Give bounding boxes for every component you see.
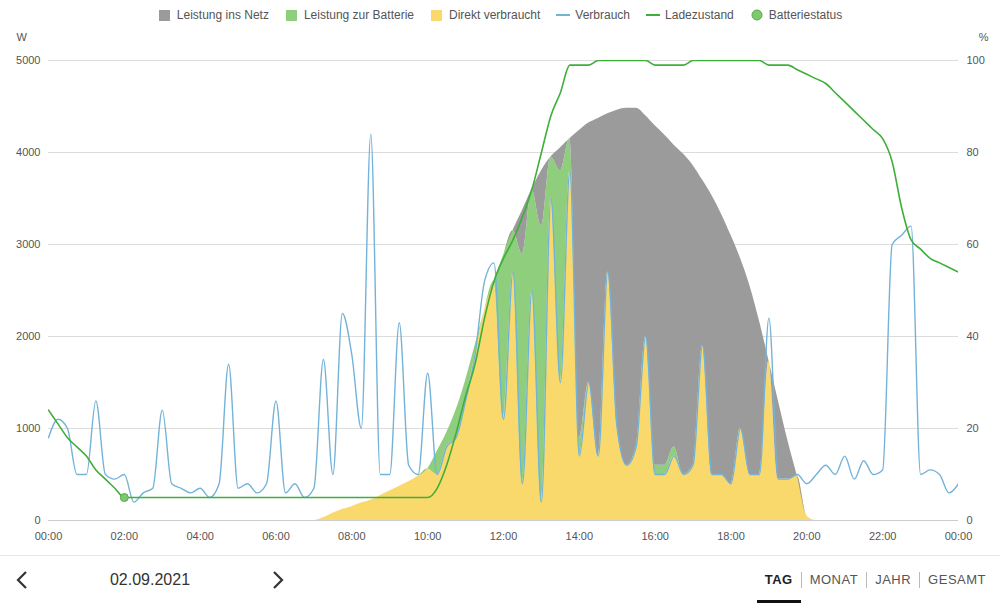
svg-text:00:00: 00:00 <box>945 530 973 542</box>
svg-text:80: 80 <box>967 146 979 158</box>
html-text:TAG: TAG <box>764 572 793 587</box>
html-text:Leistung ins Netz: Leistung ins Netz <box>176 8 269 22</box>
svg-text:06:00: 06:00 <box>262 530 290 542</box>
svg-text:100: 100 <box>967 54 985 66</box>
svg-text:08:00: 08:00 <box>338 530 366 542</box>
html-text:GESAMT: GESAMT <box>928 572 986 587</box>
svg-text:1000: 1000 <box>16 422 40 434</box>
svg-text:20: 20 <box>967 422 979 434</box>
svg-text:10:00: 10:00 <box>414 530 442 542</box>
svg-text:18:00: 18:00 <box>717 530 745 542</box>
svg-text:2000: 2000 <box>16 330 40 342</box>
svg-text:W: W <box>17 31 28 43</box>
svg-text:60: 60 <box>967 238 979 250</box>
html-text:Verbrauch: Verbrauch <box>575 8 630 22</box>
svg-text:22:00: 22:00 <box>869 530 897 542</box>
svg-text:0: 0 <box>967 514 973 526</box>
svg-text:12:00: 12:00 <box>490 530 518 542</box>
svg-text:02:00: 02:00 <box>111 530 139 542</box>
svg-text:4000: 4000 <box>16 146 40 158</box>
html-text:Leistung zur Batterie: Leistung zur Batterie <box>303 8 414 22</box>
svg-text:16:00: 16:00 <box>641 530 669 542</box>
html-text:02.09.2021: 02.09.2021 <box>110 570 190 588</box>
html-text:Ladezustand: Ladezustand <box>665 8 734 22</box>
svg-text:%: % <box>979 31 989 43</box>
svg-text:0: 0 <box>34 514 40 526</box>
svg-text:5000: 5000 <box>16 54 40 66</box>
svg-text:04:00: 04:00 <box>186 530 214 542</box>
svg-text:14:00: 14:00 <box>566 530 594 542</box>
html-text:JAHR: JAHR <box>875 572 912 587</box>
html-text:Batteriestatus: Batteriestatus <box>768 8 843 22</box>
svg-text:40: 40 <box>967 330 979 342</box>
svg-text:20:00: 20:00 <box>793 530 821 542</box>
html-text:Direkt verbraucht: Direkt verbraucht <box>449 8 541 22</box>
svg-text:00:00: 00:00 <box>35 530 63 542</box>
html-text:MONAT: MONAT <box>809 572 859 587</box>
svg-text:3000: 3000 <box>16 238 40 250</box>
